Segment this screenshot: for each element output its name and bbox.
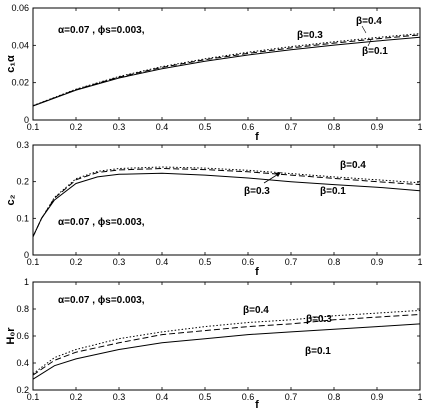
- x-tick-label: 0.3: [113, 392, 126, 402]
- panel-3-annot-beta04: β=0.4: [243, 305, 269, 316]
- panel-3-ylabel: H₀r: [5, 327, 17, 345]
- y-tick-label: 0.1: [16, 213, 29, 223]
- panel-3-annot-beta03: β=0.3: [306, 314, 332, 325]
- panel-3-ticks: 0.1 0.2 0.3 0.4 0.5 0.6 0.7 0.8 0.9 10.20.40.60.8…: [16, 277, 422, 402]
- x-tick-label: 1: [417, 257, 422, 267]
- panel-1-series: [32, 33, 421, 107]
- series-line-solid: [32, 323, 421, 380]
- x-tick-label: 0.8: [328, 122, 341, 132]
- y-tick-label: 0.8: [16, 304, 29, 314]
- x-tick-label: 0.2: [70, 257, 83, 267]
- y-tick-label: 0.2: [16, 385, 29, 395]
- x-tick-label: 0.9: [371, 392, 384, 402]
- series-line-dotted: [32, 166, 421, 237]
- series-line-dotted: [32, 33, 421, 107]
- x-tick-label: 0.4: [156, 122, 169, 132]
- panel-3-annot-beta01: β=0.1: [305, 346, 331, 357]
- x-tick-label: 0.9: [371, 122, 384, 132]
- x-tick-label: 0.6: [242, 122, 255, 132]
- panel-1-frame: [32, 7, 421, 121]
- y-tick-label: 0.02: [11, 78, 29, 88]
- panel-2-annot-arrowhead: [275, 172, 281, 177]
- x-tick-label: 0.4: [156, 257, 169, 267]
- panel-1-annot-beta04-leader: [361, 25, 367, 34]
- x-tick-label: 0.5: [199, 122, 212, 132]
- x-tick-label: 0.3: [113, 257, 126, 267]
- x-tick-label: 0.7: [285, 122, 298, 132]
- y-tick-label: 0.2: [16, 177, 29, 187]
- panel-2-frame: [32, 144, 421, 256]
- x-tick-label: 0.9: [371, 257, 384, 267]
- panel-1-ylabel: c₁α: [5, 55, 17, 73]
- x-tick-label: 0.1: [27, 122, 40, 132]
- x-tick-label: 0.5: [199, 257, 212, 267]
- x-tick-label: 0.8: [328, 392, 341, 402]
- panel-3-params: α=0.07 , ϕs=0.003,: [58, 295, 145, 306]
- panel-1-annot-beta01-leader: [367, 39, 372, 47]
- x-tick-label: 0.3: [113, 122, 126, 132]
- panel-2-ticks: 0.1 0.2 0.3 0.4 0.5 0.6 0.7 0.8 0.9 100.10.20.3: [16, 140, 422, 267]
- x-tick-label: 1: [417, 122, 422, 132]
- series-line-dotted: [32, 309, 421, 375]
- x-tick-label: 1: [417, 392, 422, 402]
- x-tick-label: 0.2: [70, 392, 83, 402]
- panel-1: 0.1 0.2 0.3 0.4 0.5 0.6 0.7 0.8 0.9 1 0 0.02 0.04 0.0…: [5, 3, 423, 143]
- panel-1-annot-beta04: β=0.4: [356, 16, 382, 27]
- x-tick-label: 0.6: [242, 257, 255, 267]
- y-tick-label: 0.3: [16, 140, 29, 150]
- x-tick-label: 0.2: [70, 122, 83, 132]
- panel-3-series: [32, 309, 421, 380]
- panel-3-xlabel: f: [255, 399, 259, 411]
- x-tick-label: 0.7: [285, 257, 298, 267]
- x-tick-label: 0.6: [242, 392, 255, 402]
- panel-2-annot-beta01: β=0.1: [320, 186, 346, 197]
- panel-1-params: α=0.07 , ϕs=0.003,: [58, 25, 145, 36]
- panel-2-annot-beta03: β=0.3: [244, 186, 270, 197]
- series-line-solid: [32, 36, 421, 107]
- x-tick-label: 0.1: [27, 257, 40, 267]
- panel-1-annot-beta03: β=0.3: [297, 30, 323, 41]
- panel-2: 0.1 0.2 0.3 0.4 0.5 0.6 0.7 0.8 0.9 100.10.20.3 α…: [5, 140, 423, 278]
- panel-2-params: α=0.07 , ϕs=0.003,: [58, 217, 145, 228]
- x-tick-label: 0.5: [199, 392, 212, 402]
- y-tick-label: 0.4: [16, 358, 29, 368]
- panel-2-series: [32, 166, 421, 237]
- panel-2-ylabel: c₂: [5, 194, 17, 205]
- x-tick-label: 0.1: [27, 392, 40, 402]
- panel-2-xlabel: f: [255, 266, 259, 278]
- x-tick-label: 0.8: [328, 257, 341, 267]
- y-tick-label: 0: [24, 115, 29, 125]
- panel-3: 0.1 0.2 0.3 0.4 0.5 0.6 0.7 0.8 0.9 10.20.40.60.8…: [5, 277, 423, 411]
- y-tick-label: 0.04: [11, 40, 29, 50]
- y-tick-label: 0.6: [16, 331, 29, 341]
- y-tick-label: 1: [24, 277, 29, 287]
- y-tick-label: 0.06: [11, 3, 29, 13]
- x-tick-label: 0.4: [156, 392, 169, 402]
- panel-1-ticks: 0.1 0.2 0.3 0.4 0.5 0.6 0.7 0.8 0.9 1 0 0.02 0.04 0.0…: [11, 3, 422, 132]
- x-tick-label: 0.7: [285, 392, 298, 402]
- panel-1-annot-beta01: β=0.1: [362, 46, 388, 57]
- y-tick-label: 0: [24, 250, 29, 260]
- series-line-dashed: [32, 34, 421, 107]
- series-line-solid: [32, 172, 421, 237]
- panel-2-annot-beta04: β=0.4: [340, 160, 366, 171]
- series-line-dashed: [32, 313, 421, 376]
- panel-1-xlabel: f: [255, 131, 259, 143]
